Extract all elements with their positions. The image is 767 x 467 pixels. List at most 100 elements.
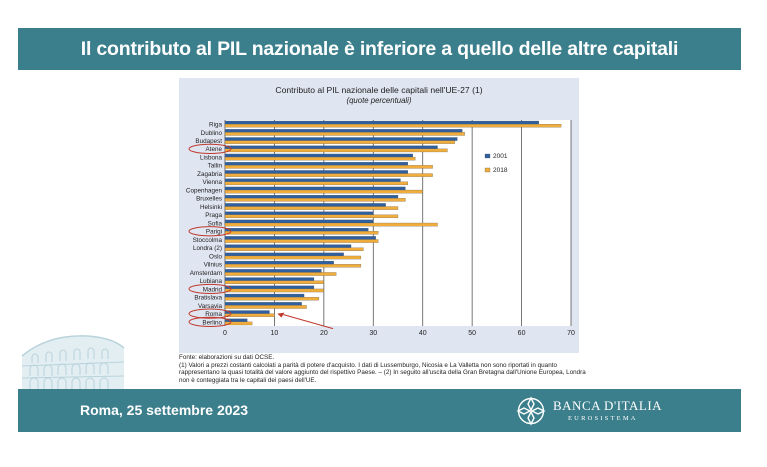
bar-2018	[224, 173, 433, 177]
bar-2018	[224, 321, 253, 326]
x-tick-label: 0	[223, 330, 227, 337]
bar-2018	[224, 198, 406, 202]
bar-2001	[224, 203, 386, 207]
category-label: Amsterdam	[190, 270, 222, 277]
category-label: Zagabria	[197, 171, 222, 178]
category-label: Parigi	[206, 229, 222, 236]
bar-2018	[224, 189, 423, 194]
highlight-ellipse	[188, 226, 232, 237]
bar-2018	[224, 206, 399, 210]
bar-2018	[224, 272, 337, 276]
x-tick-label: 10	[271, 330, 279, 337]
bar-2018	[224, 255, 362, 260]
bank-name: BANCA D'ITALIA	[553, 398, 663, 413]
footer-date: Roma, 25 settembre 2023	[80, 402, 249, 418]
category-label: Roma	[205, 311, 222, 318]
footnote-1: (1) Valori a prezzi costanti calcolati a…	[179, 361, 586, 384]
bar-2001	[224, 162, 409, 166]
x-tick-label: 20	[320, 330, 328, 337]
category-label: Vilnius	[204, 262, 222, 269]
chart-title: Contributo al PIL nazionale delle capita…	[275, 85, 483, 95]
category-label: Vienna	[203, 179, 223, 186]
bar-2001	[224, 236, 376, 240]
bar-2018	[224, 313, 275, 317]
bar-2001	[224, 277, 315, 281]
category-label: Tallin	[208, 163, 223, 170]
category-label: Atene	[206, 146, 223, 153]
coliseum-icon	[21, 335, 125, 390]
bar-2001	[224, 137, 458, 141]
category-label: Copenhagen	[186, 187, 223, 194]
category-label: Stoccolma	[193, 237, 223, 244]
bar-2018	[224, 297, 320, 301]
bar-2001	[224, 293, 305, 298]
bar-2001	[224, 195, 399, 199]
highlight-ellipse	[188, 283, 232, 295]
header-band: Il contributo al PIL nazionale è inferio…	[18, 28, 741, 70]
legend-label: 2018	[493, 167, 508, 174]
category-label: Helsinki	[200, 204, 222, 211]
slide-title: Il contributo al PIL nazionale è inferio…	[80, 38, 679, 60]
x-tick-label: 30	[369, 330, 377, 337]
bar-2001	[224, 285, 315, 290]
category-label: Berlino	[202, 319, 222, 326]
highlight-ellipse	[188, 143, 232, 154]
category-label: Sofia	[208, 220, 223, 227]
bar-2001	[224, 153, 413, 158]
bar-2018	[224, 156, 416, 161]
x-tick-label: 40	[419, 330, 427, 337]
bar-2018	[224, 247, 364, 251]
bar-2018	[224, 222, 438, 227]
bar-2018	[224, 288, 324, 293]
category-label: Londra (2)	[193, 245, 222, 252]
category-label: Riga	[209, 122, 222, 129]
bar-chart: 0 10 20 30 40 50 60 70RigaDublinoBudapestAteneL…	[186, 120, 575, 337]
chart-panel: 0 10 20 30 40 50 60 70 Riga Dublino Budapest Atene L…	[179, 78, 579, 353]
chart-subtitle: (quote percentuali)	[346, 96, 412, 105]
bar-2018	[224, 305, 307, 309]
bar-2001	[224, 219, 374, 224]
bar-2018	[224, 181, 409, 186]
category-label: Oslo	[209, 253, 222, 260]
category-label: Praga	[205, 212, 222, 219]
category-label: Budapest	[195, 138, 222, 145]
bar-2001	[224, 129, 463, 133]
footer-band: Roma, 25 settembre 2023 BANCA D'ITALIA E…	[18, 389, 741, 432]
bar-2018	[224, 165, 433, 169]
x-tick-label: 50	[468, 330, 476, 337]
bank-subtitle: EUROSISTEMA	[568, 415, 638, 422]
bank-logo-icon	[516, 396, 546, 426]
category-label: Lisbona	[200, 154, 223, 161]
source-note: Fonte: elaborazioni su dati OCSE.	[179, 354, 275, 361]
category-label: Madrid	[203, 286, 223, 293]
bar-2018	[224, 214, 399, 219]
bar-2001	[224, 244, 352, 248]
bar-2001	[224, 186, 406, 191]
category-label: Lubiana	[200, 278, 223, 285]
bar-2001	[224, 211, 374, 215]
bar-2018	[224, 123, 562, 128]
chart-notes: Fonte: elaborazioni su dati OCSE. (1) Va…	[179, 354, 589, 384]
category-label: Bratislava	[194, 295, 222, 302]
category-label: Bruxelles	[196, 196, 222, 203]
x-tick-label: 60	[518, 330, 526, 337]
legend-swatch	[484, 167, 491, 173]
bar-2018	[224, 264, 362, 268]
bar-2001	[224, 120, 539, 125]
bar-2001	[224, 252, 344, 257]
legend-label: 2001	[493, 153, 508, 160]
bar-2018	[224, 239, 379, 243]
bar-2001	[224, 170, 409, 174]
bar-2001	[224, 260, 334, 265]
bar-2018	[224, 231, 379, 235]
bar-2001	[224, 178, 401, 182]
bar-2018	[224, 132, 465, 136]
bar-2018	[224, 140, 455, 144]
bar-2001	[224, 269, 322, 273]
arrow-line	[283, 314, 334, 330]
bar-2018	[224, 148, 448, 153]
bar-2018	[224, 280, 324, 284]
x-tick-label: 70	[567, 330, 575, 337]
arrow-head	[277, 312, 285, 318]
highlight-ellipse	[188, 308, 232, 319]
